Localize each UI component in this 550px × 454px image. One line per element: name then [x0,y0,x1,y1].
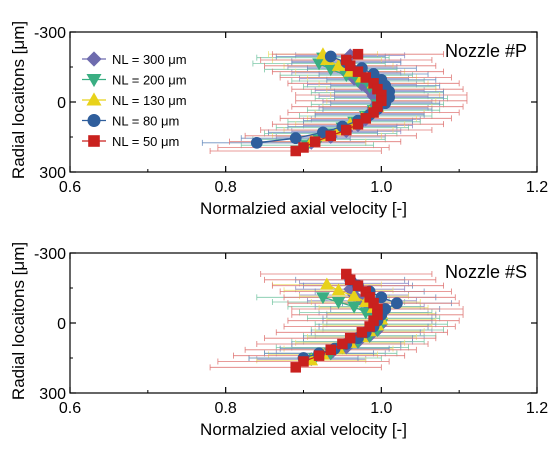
legend-label: NL = 50 μm [112,134,179,149]
legend-marker [87,114,101,128]
data-point [391,297,403,310]
data-point [337,338,348,350]
data-point [250,136,263,149]
data-point [347,301,361,314]
y-axis-label: Radial locaitons [μm] [9,242,28,400]
data-point [352,66,364,77]
y-axis-label: Radial locaitons [μm] [9,21,28,179]
data-point [290,145,301,157]
x-tick-label: 1.2 [526,400,548,417]
data-point [352,280,364,291]
data-point [290,362,301,373]
data-point [347,289,361,302]
data-point [364,321,375,332]
legend-marker [86,92,102,106]
x-tick-label: 0.8 [215,400,237,417]
data-point [320,277,334,290]
error-bars [209,271,464,371]
y-tick-label: 300 [39,165,66,182]
legend-label: NL = 80 μm [112,114,179,129]
x-axis-label: Normalzied axial velocity [-] [200,420,407,439]
series-4 [290,48,387,157]
legend-marker [86,51,102,67]
legend-label: NL = 200 μm [112,73,187,88]
data-point [352,118,364,130]
panel-nozzle-s: 0.6 0.8 1.0 1.2 -300 0 300 Normalzied axial vel… [9,242,548,439]
y-tick-label: 0 [57,316,66,333]
data-point [341,124,352,136]
legend-marker [86,73,102,88]
data-point [309,136,321,147]
legend-marker [88,135,100,147]
panel-title: Nozzle #S [445,262,527,282]
data-point [331,296,346,309]
y-tick-label: 300 [39,386,66,403]
legend-label: NL = 300 μm [112,52,187,67]
panel-nozzle-p: 0.6 0.8 1.0 1.2 -300 0 300 Normalzied axial vel… [9,21,548,218]
data-point [313,350,325,361]
data-point [325,130,336,142]
y-tick-label: -300 [34,25,66,42]
legend: NL = 300 μm NL = 200 μm NL = 130 μm NL = 80… [82,51,187,149]
x-tick-label: 1.0 [370,179,392,196]
x-tick-label: 0.6 [59,400,81,417]
x-tick-label: 1.2 [526,179,548,196]
data-point [344,274,356,286]
data-point [344,332,356,344]
data-point [289,132,302,145]
x-tick-label: 1.0 [370,400,392,417]
data-point [368,107,379,118]
data-point [356,327,368,338]
data-point [360,113,372,124]
data-point [324,50,337,63]
data-point [298,356,309,367]
data-point [344,60,356,72]
legend-label: NL = 130 μm [112,93,187,108]
y-tick-label: -300 [34,246,66,263]
x-axis-label: Normalzied axial velocity [-] [200,199,407,218]
data-point [360,72,372,83]
panel-title: Nozzle #P [445,41,527,61]
data-point [331,283,346,296]
y-tick-label: 0 [57,95,66,112]
series-4 [290,268,383,373]
x-tick-label: 0.6 [59,179,81,196]
data-point [316,292,330,305]
data-point [325,344,336,356]
x-tick-label: 0.8 [215,179,237,196]
data-point [352,48,364,60]
